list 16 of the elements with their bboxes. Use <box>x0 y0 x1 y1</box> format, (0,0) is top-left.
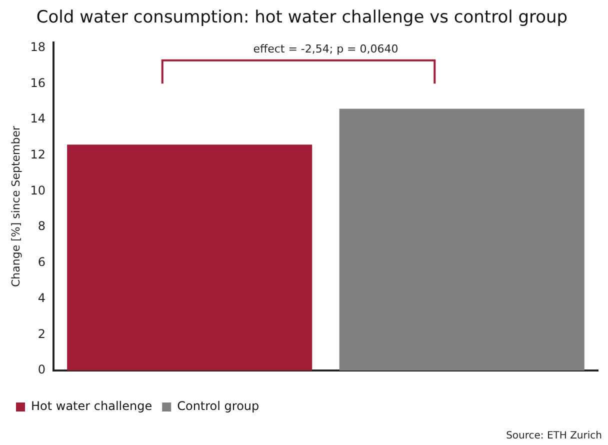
legend-label: Hot water challenge <box>31 399 152 414</box>
y-axis-title: Change [%] since September <box>9 126 22 288</box>
y-tick-label: 6 <box>38 255 46 270</box>
y-tick-label: 14 <box>30 112 46 126</box>
y-tick-label: 16 <box>30 76 46 90</box>
y-tick-label: 0 <box>38 362 46 377</box>
y-tick-label: 8 <box>38 219 46 234</box>
legend-label: Control group <box>177 399 260 414</box>
y-tick-label: 12 <box>30 148 46 162</box>
annotation: effect = -2,54; p = 0,0640 <box>253 42 398 56</box>
chart-title: Cold water consumption: hot water challenge vs control group <box>36 8 568 28</box>
y-tick-label: 18 <box>30 40 46 54</box>
y-tick-label: 4 <box>38 290 46 305</box>
y-tick-label: 2 <box>38 326 46 341</box>
source-note: Source: ETH Zurich <box>506 430 602 442</box>
y-tick-label: 10 <box>30 183 46 198</box>
